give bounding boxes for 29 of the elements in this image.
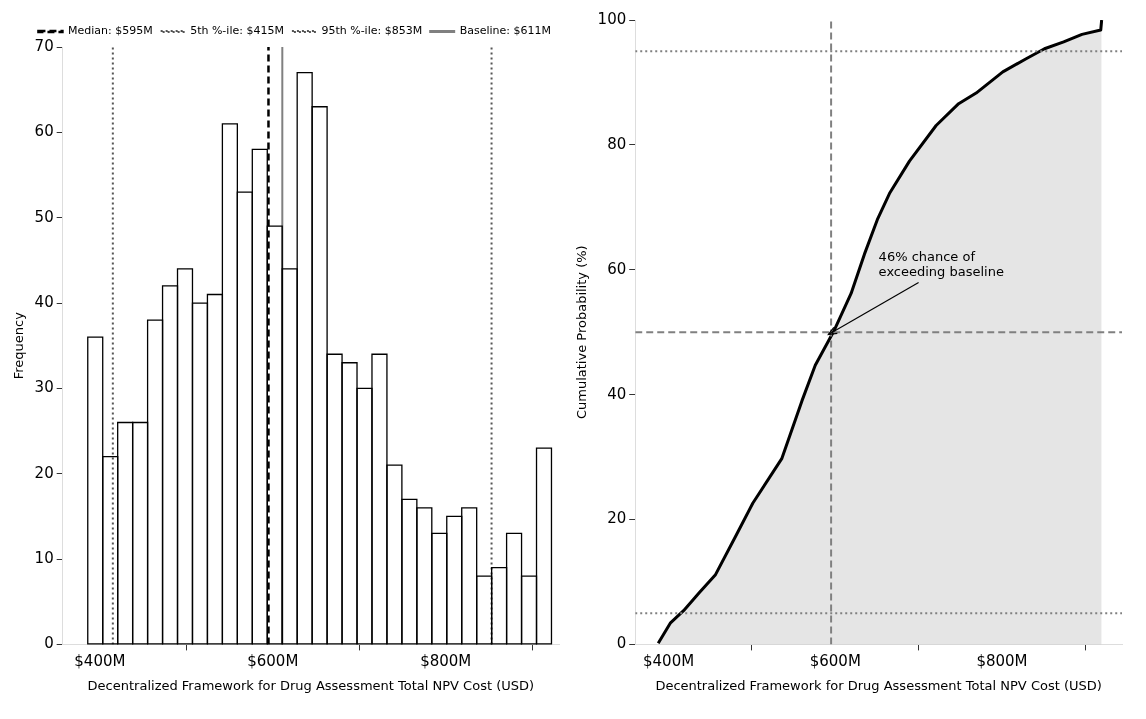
y-tick-label: 40	[607, 384, 627, 403]
y-tick-label: 60	[607, 259, 627, 278]
legend-label: 5th %-ile: $415M	[190, 24, 284, 38]
x-tick-label: $600M	[809, 652, 861, 671]
annotation: 46% chance of exceeding baseline	[878, 249, 1004, 280]
x-tick-label: $600M	[247, 652, 299, 671]
y-tick-label: 100	[597, 9, 627, 28]
y-axis-title: Frequency	[11, 311, 27, 380]
y-tick-label: 10	[34, 548, 54, 567]
x-axis-title: Decentralized Framework for Drug Assessment Total NPV Cost (USD)	[87, 677, 535, 693]
x-tick-label: $800M	[976, 652, 1028, 671]
y-tick-label: 20	[607, 509, 627, 528]
legend-label: 95th %-ile: $853M	[321, 24, 423, 38]
legend-label: Median: $595M	[67, 24, 153, 38]
y-tick-label: 30	[34, 378, 54, 397]
x-tick-label: $400M	[74, 652, 126, 671]
y-tick-label: 40	[34, 292, 54, 311]
y-tick-label: 0	[44, 634, 54, 653]
y-tick-label: 80	[607, 134, 627, 153]
x-tick-label: $800M	[420, 652, 472, 671]
x-tick-label: $400M	[643, 652, 695, 671]
y-axis-title: Cumulative Probability (%)	[574, 245, 590, 420]
y-tick-label: 50	[34, 207, 54, 226]
legend-label: Baseline: $611M	[459, 24, 551, 38]
y-tick-label: 70	[34, 36, 54, 55]
y-tick-label: 0	[616, 634, 627, 653]
y-tick-label: 20	[34, 463, 54, 482]
x-axis-title: Decentralized Framework for Drug Assessment Total NPV Cost (USD)	[655, 677, 1102, 693]
y-tick-label: 60	[34, 122, 54, 141]
